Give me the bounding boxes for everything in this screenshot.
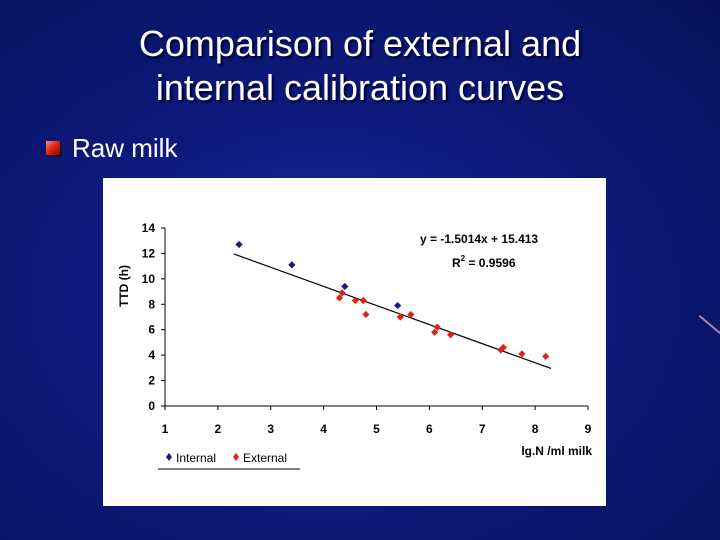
x-tick-label: 7: [479, 422, 486, 436]
x-tick-label: 1: [162, 422, 169, 436]
r-squared-prefix: R: [452, 256, 461, 270]
data-point-internal: [235, 240, 243, 249]
x-tick-label: 8: [532, 422, 539, 436]
decorative-line: [698, 315, 720, 336]
data-point-internal: [288, 261, 296, 269]
x-tick-label: 6: [426, 422, 433, 436]
legend-external-label: External: [243, 451, 287, 465]
y-tick-label: 2: [148, 374, 155, 388]
legend-external-marker: [233, 453, 239, 461]
legend: Internal External: [158, 451, 300, 470]
y-tick-label: 0: [148, 399, 155, 413]
data-point-external: [351, 296, 359, 305]
x-tick-label: 9: [585, 422, 592, 436]
data-point-external: [359, 296, 367, 305]
x-axis-label: lg.N /ml milk: [521, 444, 592, 458]
data-point-external: [446, 331, 455, 339]
y-tick-label: 4: [148, 348, 155, 362]
data-point-external: [396, 313, 404, 321]
slide-title-line-1: Comparison of external and: [138, 23, 582, 64]
y-tick-label: 10: [142, 272, 156, 286]
legend-internal-marker: [166, 453, 172, 461]
y-tick-label: 14: [142, 221, 156, 235]
data-point-external: [518, 350, 526, 358]
bullet-text: Raw milk: [72, 133, 178, 163]
slide-title: Comparison of external and internal cali…: [60, 22, 660, 110]
x-tick-label: 3: [267, 422, 274, 436]
y-tick-label: 8: [148, 297, 155, 311]
data-point-external: [499, 343, 507, 352]
data-point-external: [362, 310, 370, 319]
y-tick-label: 12: [142, 246, 156, 260]
bullet-square-icon: [46, 141, 60, 155]
trendline-group: [233, 253, 552, 370]
data-point-external: [542, 352, 550, 361]
r-squared-label: R2 = 0.9596: [452, 254, 516, 270]
x-tick-label: 5: [373, 422, 380, 436]
x-tick-label: 2: [215, 422, 222, 436]
data-point-external: [433, 323, 441, 331]
r-squared-superscript: 2: [461, 254, 466, 263]
trendline-equation: y = -1.5014x + 15.413: [420, 232, 538, 246]
trendline: [233, 253, 552, 370]
data-point-external: [407, 310, 415, 319]
chart-axes: [161, 227, 589, 410]
y-axis-label: TTD (h): [117, 265, 131, 307]
r-squared-value: = 0.9596: [465, 256, 516, 270]
slide-title-line-2: internal calibration curves: [155, 67, 565, 108]
legend-internal-label: Internal: [176, 451, 216, 465]
x-tick-label: 4: [320, 422, 327, 436]
data-point-external: [431, 328, 439, 336]
y-tick-label: 6: [148, 323, 155, 337]
data-point-internal: [394, 301, 402, 310]
data-point-internal: [341, 282, 349, 291]
chart-panel: 0 2 4 6 8 10 12 14 1 2 3 4 5 6 7 8 9 TTD (h) lg.N /ml mi…: [103, 178, 606, 506]
